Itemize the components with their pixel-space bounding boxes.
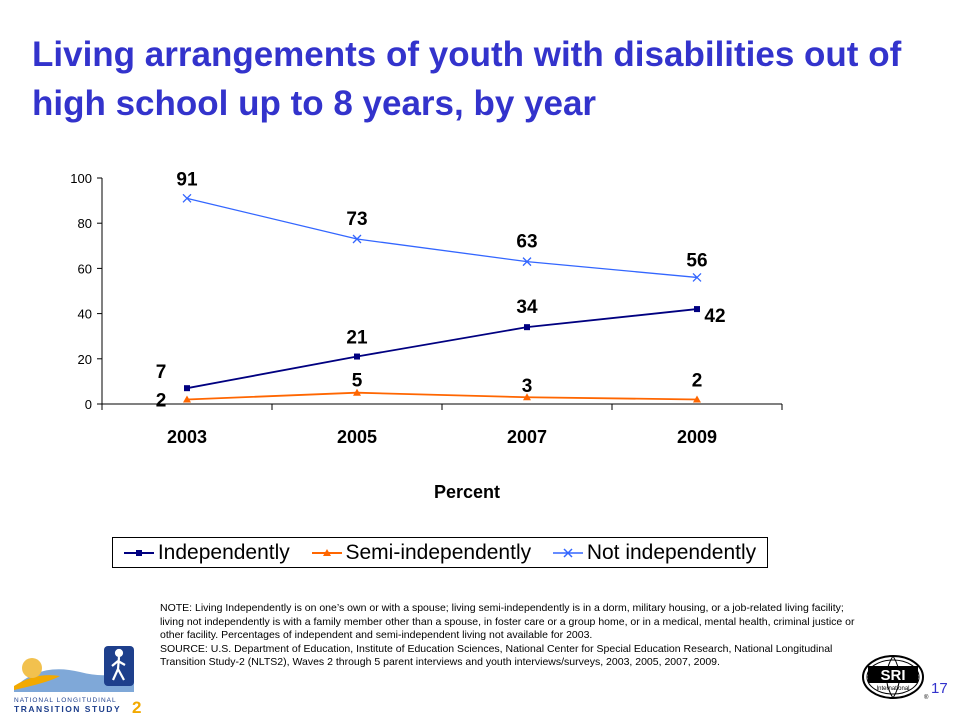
data-label: 56 xyxy=(686,250,707,271)
data-point xyxy=(354,353,360,360)
data-label: 5 xyxy=(352,371,363,392)
legend-item-semi-independently: Semi-independently xyxy=(311,540,532,565)
data-label: 3 xyxy=(522,376,533,397)
y-tick-label: 80 xyxy=(78,216,92,231)
y-tick-label: 100 xyxy=(70,171,92,186)
note-body: NOTE: Living Independently is on one’s o… xyxy=(160,602,855,641)
logo-text-line1: NATIONAL LONGITUDINAL xyxy=(14,697,117,704)
slide-title: Living arrangements of youth with disabi… xyxy=(32,35,902,123)
data-label: 91 xyxy=(176,169,198,190)
data-point xyxy=(523,393,531,401)
sri-logo-sub-text: International xyxy=(876,686,909,692)
data-point xyxy=(694,306,700,313)
data-label: 73 xyxy=(346,209,367,230)
chart-axes: 0 20 40 60 80 100 2003 2005 2007 2009 xyxy=(70,171,783,447)
note-text: NOTE: Living Independently is on one’s o… xyxy=(160,602,860,670)
data-label: 34 xyxy=(516,297,538,318)
data-point xyxy=(353,388,361,396)
data-point xyxy=(352,234,362,244)
x-axis-label: Percent xyxy=(434,482,500,502)
data-label: 2 xyxy=(692,370,703,391)
walking-figure-icon xyxy=(111,648,126,681)
logo-wave xyxy=(14,668,134,692)
data-label: 21 xyxy=(346,328,368,349)
legend-label-semi-independently: Semi-independently xyxy=(345,540,532,564)
data-point xyxy=(184,385,190,392)
x-tick-label: 2007 xyxy=(507,427,547,447)
registered-mark-icon: ® xyxy=(924,694,929,701)
nlts2-logo: NATIONAL LONGITUDINAL TRANSITION STUDY 2 xyxy=(10,642,150,714)
series-line-not-independently xyxy=(186,197,698,279)
legend-marker-square xyxy=(123,549,154,556)
data-point xyxy=(692,272,702,282)
line-chart: 0 20 40 60 80 100 2003 2005 2007 2009 7 21 34 42 2 5 3 2… xyxy=(70,169,783,502)
data-point xyxy=(524,324,530,331)
data-label: 7 xyxy=(156,362,167,383)
legend-marker-x xyxy=(552,547,583,558)
x-tick-label: 2003 xyxy=(167,427,207,447)
sri-logo-main-text: SRI xyxy=(880,667,905,684)
x-tick-label: 2009 xyxy=(677,427,717,447)
page-number: 17 xyxy=(931,680,948,697)
legend-label-independently: Independently xyxy=(157,540,290,564)
logo-sun-disc xyxy=(22,658,42,678)
y-tick-label: 20 xyxy=(78,352,92,367)
logo-number: 2 xyxy=(132,698,141,714)
series-line-independently xyxy=(186,308,698,390)
data-labels-layer: 7 21 34 42 2 5 3 2 91 73 63 56 xyxy=(156,169,726,411)
logo-text-line2: TRANSITION STUDY xyxy=(14,704,121,714)
y-tick-label: 0 xyxy=(85,397,92,412)
legend-label-not-independently: Not independently xyxy=(586,540,757,564)
data-label: 2 xyxy=(156,390,167,411)
legend-marker-triangle xyxy=(311,548,342,556)
chart-legend: Independently Semi-independently Not ind… xyxy=(112,537,768,568)
data-point xyxy=(522,257,532,267)
data-point xyxy=(693,395,701,403)
x-tick-label: 2005 xyxy=(337,427,377,447)
series-line-semi-independently xyxy=(186,391,698,401)
data-label: 63 xyxy=(516,232,537,253)
y-tick-label: 60 xyxy=(78,261,92,276)
data-point xyxy=(183,395,191,403)
legend-item-independently: Independently xyxy=(123,540,290,565)
logo-sun xyxy=(14,675,60,690)
legend-item-not-independently: Not independently xyxy=(552,540,757,565)
y-tick-label: 40 xyxy=(78,307,92,322)
sri-international-logo: SRI International ® xyxy=(862,655,929,701)
data-label: 42 xyxy=(704,306,725,327)
series-layer xyxy=(182,193,702,403)
data-point xyxy=(182,193,192,203)
source-text: SOURCE: U.S. Department of Education, In… xyxy=(160,642,833,669)
